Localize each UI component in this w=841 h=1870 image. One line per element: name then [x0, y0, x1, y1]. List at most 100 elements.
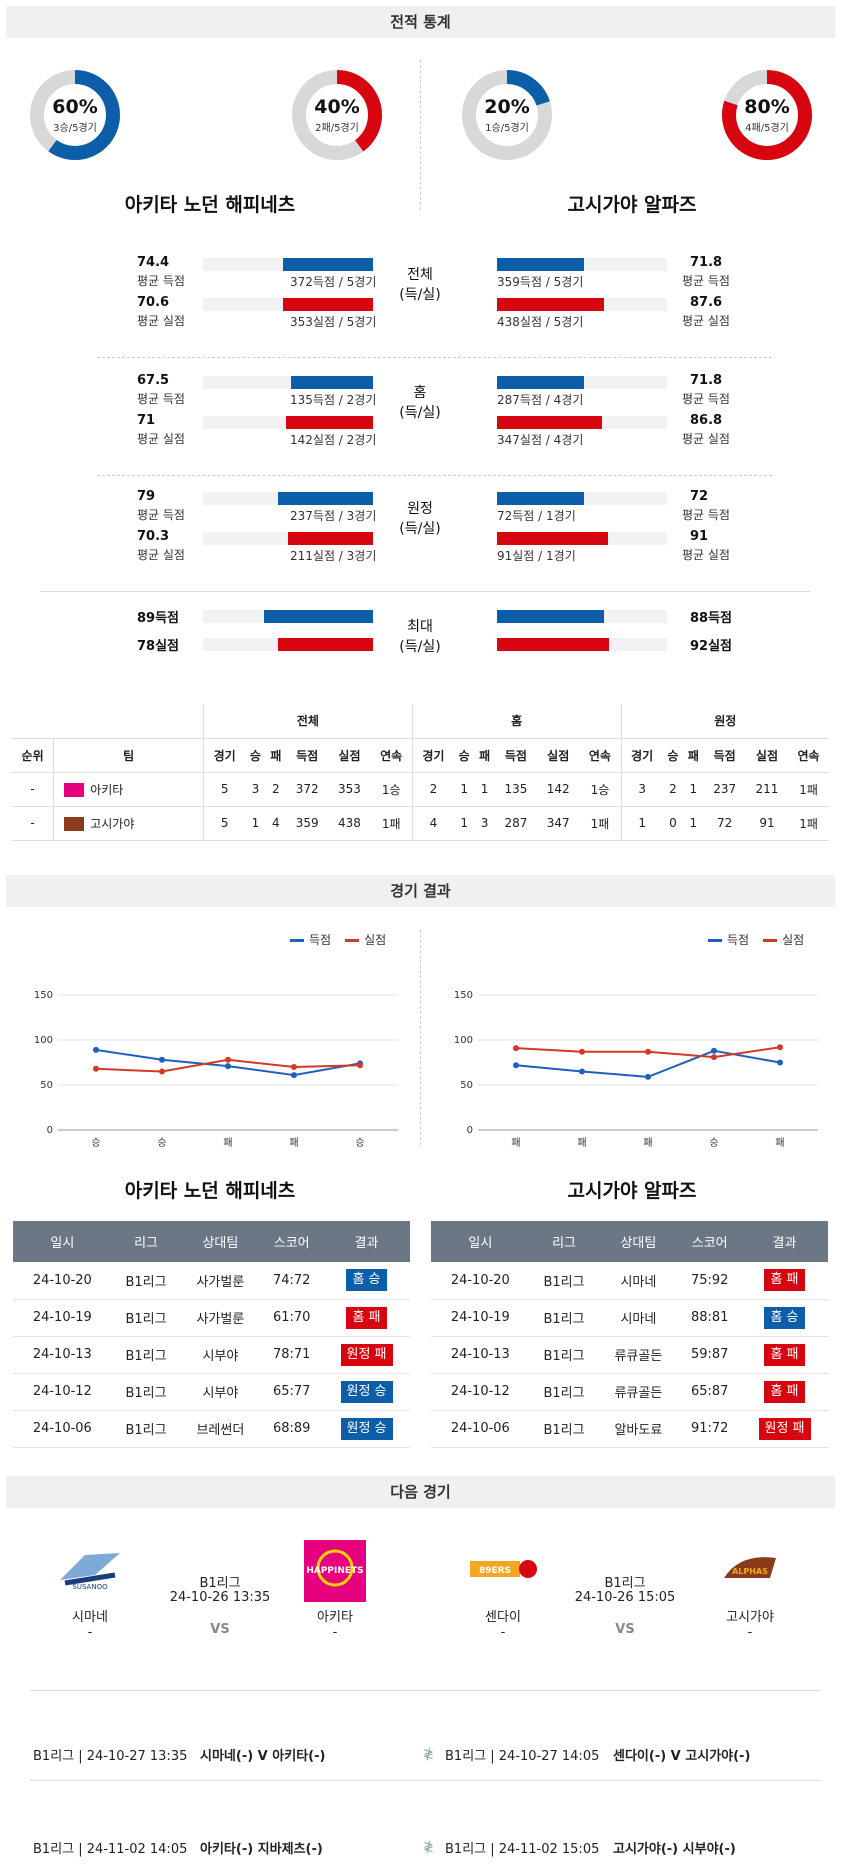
x-tick-label: 패: [511, 1137, 520, 1149]
data-point: [93, 1046, 99, 1053]
stat-label: 평균 득점: [137, 392, 185, 406]
stat-group-title: 원정: [407, 501, 433, 517]
stat-cell: 91: [745, 806, 789, 841]
chart-legend: 득점 실점: [290, 931, 400, 948]
data-point: [159, 1056, 165, 1063]
conceded-bar: [286, 416, 373, 429]
column-header: 리그: [529, 1221, 599, 1262]
column-header: 상대팀: [598, 1221, 679, 1262]
legend-label: 득점: [309, 933, 332, 947]
win-rate-donut: 60% 3승/5경기: [30, 70, 120, 160]
stat-cell: 1: [683, 772, 704, 807]
away-results-table: 일시 리그 상대팀 스코어 결과 24-10-20 B1리그 시마네 75:92 홈 패 24-10…: [431, 1221, 828, 1448]
group-header: 전체: [203, 704, 413, 739]
home-results-table: 일시 리그 상대팀 스코어 결과 24-10-20 B1리그 사가벌룬 74:72 홈 승 24-1…: [13, 1221, 410, 1448]
donut-percent: 40%: [314, 96, 360, 118]
stat-value: 71.8: [690, 373, 723, 388]
result-date: 24-10-13: [13, 1336, 112, 1374]
conceded-bar: [283, 298, 373, 311]
stat-cell: 1패: [579, 806, 622, 841]
stat-group-subtitle: (득/실): [399, 521, 441, 537]
stat-cell: 1승: [579, 772, 622, 807]
column-header: 득점: [703, 738, 746, 773]
result-badge: 원정 패: [340, 1343, 393, 1366]
scored-bar: [497, 376, 584, 389]
upcoming-right-teams[interactable]: 센다이(-) V 고시가야(-): [613, 1749, 751, 1764]
legend-label: 실점: [782, 933, 805, 947]
conceded-bar: [497, 532, 608, 545]
stat-label: 평균 실점: [137, 548, 185, 562]
result-badge: 홈 패: [764, 1269, 805, 1292]
stat-value: 91: [690, 529, 709, 544]
conceded-bar: [278, 638, 373, 651]
table-row: - 고시가야 5 1 4 359 438 1패 4 1 3 287 347 1패 1 0 1 72 91 1패: [12, 806, 829, 841]
data-point: [579, 1068, 585, 1075]
stat-cell: 372: [286, 772, 329, 807]
upcoming-left-teams[interactable]: 시마네(-) V 아키타(-): [200, 1749, 326, 1764]
column-header: 연속: [788, 738, 829, 773]
group-header: 원정: [620, 704, 829, 739]
result-cell: 원정 패: [741, 1410, 828, 1448]
header-spacer: [53, 704, 204, 739]
away-results-title: 고시가야 알파즈: [567, 1180, 697, 1202]
stat-cell: 3: [620, 772, 663, 807]
svg-text:HAPPINETS: HAPPINETS: [306, 1566, 363, 1576]
stat-bar-label: 347실점 / 4경기: [497, 433, 584, 447]
team-logo-sendai: 89ERS: [468, 1555, 538, 1585]
result-date: 24-10-20: [431, 1262, 530, 1300]
stat-cell: 237: [703, 772, 746, 807]
stat-label: 평균 득점: [682, 392, 730, 406]
donut-chart: [30, 70, 120, 160]
result-badge: 홈 승: [764, 1306, 805, 1329]
team-logo-icon: [64, 817, 85, 831]
group-header: 홈: [411, 704, 622, 739]
chevron-down-icon[interactable]: ≹: [423, 1840, 434, 1855]
stat-label: 평균 실점: [682, 548, 730, 562]
donut-record: 1승/5경기: [485, 123, 529, 134]
table-row: 24-10-13 B1리그 시부야 78:71 원정 패: [13, 1336, 410, 1374]
team-cell[interactable]: 아키타: [53, 772, 204, 807]
upcoming-right-teams[interactable]: 고시가야(-) 시부야(-): [613, 1842, 736, 1857]
conceded-bar: [497, 638, 609, 651]
stat-value: 74.4: [137, 255, 170, 270]
x-tick-label: 승: [157, 1137, 166, 1149]
win-rate-donut: 40% 2패/5경기: [292, 70, 382, 160]
stat-cell: 2: [411, 772, 454, 807]
scored-bar: [264, 610, 373, 623]
data-point: [645, 1048, 651, 1055]
stat-group-title: 최대: [407, 619, 433, 635]
divider: [97, 357, 772, 358]
upcoming-right-info: B1리그 | 24-10-27 14:05: [445, 1749, 600, 1764]
divider: [420, 60, 421, 210]
donut-arc: [30, 70, 120, 160]
result-league: B1리그: [529, 1299, 599, 1337]
stat-bar-label: 211실점 / 3경기: [290, 549, 377, 563]
stat-value: 86.8: [690, 413, 723, 428]
result-score: 59:87: [678, 1336, 742, 1374]
stat-group-subtitle: (득/실): [399, 639, 441, 655]
team-logo-icon: [64, 783, 85, 797]
stat-group-label: 전체 (득/실): [375, 265, 465, 305]
stat-group-label: 홈 (득/실): [375, 383, 465, 423]
result-cell: 홈 승: [741, 1299, 828, 1337]
result-league: B1리그: [111, 1336, 181, 1374]
table-row: 24-10-06 B1리그 브레썬더 68:89 원정 승: [13, 1410, 410, 1448]
team-cell[interactable]: 고시가야: [53, 806, 204, 841]
x-tick-label: 승: [91, 1137, 100, 1149]
team-logo-shimane: SUSANOO: [55, 1545, 125, 1595]
x-tick-label: 패: [643, 1137, 652, 1149]
legend-item: 실점: [345, 933, 386, 947]
data-point: [711, 1047, 717, 1054]
result-date: 24-10-06: [13, 1410, 112, 1448]
line-chart: 0 50 100 150 패 패 패 승 패: [454, 990, 818, 1149]
stat-value: 70.3: [137, 529, 170, 544]
donut-arc: [462, 70, 552, 160]
upcoming-left-teams[interactable]: 아키타(-) 지바제츠(-): [200, 1842, 323, 1857]
chevron-down-icon[interactable]: ≹: [423, 1747, 434, 1762]
result-opp: 류큐골든: [598, 1373, 679, 1411]
result-cell: 홈 패: [741, 1336, 828, 1374]
stat-cell: 72: [703, 806, 746, 841]
stat-cell: 1패: [370, 806, 413, 841]
stat-cell: 1: [245, 806, 266, 841]
conceded-bar: [288, 532, 373, 545]
